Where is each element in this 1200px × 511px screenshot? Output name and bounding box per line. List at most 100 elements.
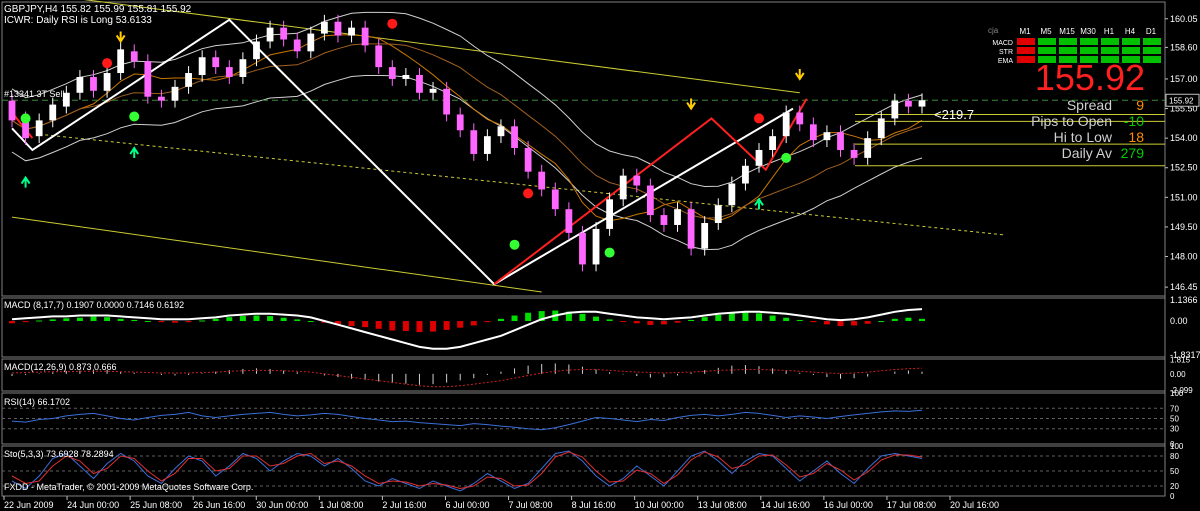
signal-cell xyxy=(1143,56,1161,63)
signal-dot xyxy=(781,152,792,163)
macd-bar xyxy=(742,312,749,322)
moving-average-slow xyxy=(11,43,923,219)
candle-body xyxy=(117,49,125,74)
price-tick-label: 158.60 xyxy=(1170,42,1198,52)
macd-bar xyxy=(783,317,790,322)
macd-bar xyxy=(9,321,15,324)
price-tick-label: 154.00 xyxy=(1170,133,1198,143)
candle-body xyxy=(266,27,274,42)
candle-body xyxy=(864,138,872,158)
macd-bar xyxy=(457,321,464,328)
candle-body xyxy=(850,149,858,158)
timeframe-label: M5 xyxy=(1040,27,1052,36)
time-tick-label: 1 Jul 08:00 xyxy=(319,500,363,510)
candle-body xyxy=(891,100,899,119)
candle-body xyxy=(782,112,790,137)
stoch-title: Sto(5,3,3) 73.6928 78.2894 xyxy=(4,449,114,459)
sell-arrow-icon xyxy=(794,68,805,81)
macd-bar xyxy=(796,319,803,322)
candle-body xyxy=(239,59,247,77)
macd-tick-label: 0.00 xyxy=(1170,316,1188,326)
macd-tick-label: 1.1366 xyxy=(1170,295,1198,305)
time-tick-label: 22 Jun 2009 xyxy=(4,500,54,510)
macd-bar xyxy=(185,321,192,323)
signal-dot xyxy=(509,239,520,250)
sell-arrow-icon xyxy=(115,31,126,44)
horizontal-levels xyxy=(2,99,1165,167)
current-price-tag xyxy=(1165,93,1200,107)
candle-body xyxy=(198,57,206,76)
candle-body xyxy=(307,33,315,52)
signal-cell xyxy=(1059,56,1077,63)
macd-bar xyxy=(538,311,545,322)
macd-bar xyxy=(76,317,83,322)
main-price-pane[interactable] xyxy=(2,0,1165,293)
macd-bar xyxy=(606,319,613,322)
stoch-tick-label: 100 xyxy=(1170,442,1184,451)
timeframe-label: M1 xyxy=(1019,27,1031,36)
candle-body xyxy=(646,185,654,216)
candle-body xyxy=(320,21,328,34)
macd-bar xyxy=(525,312,532,322)
macd-bar xyxy=(851,321,858,326)
macd-bar xyxy=(593,316,600,322)
candle-body xyxy=(388,67,396,79)
macd2-pane[interactable]: 1.815 0.00 -2.099 xyxy=(11,356,1193,396)
signal-cell xyxy=(1122,56,1140,63)
macd-bar xyxy=(144,321,151,323)
time-tick-label: 10 Jul 00:00 xyxy=(635,500,684,510)
time-tick-label: 7 Jul 08:00 xyxy=(509,500,553,510)
rsi-tick-label: 50 xyxy=(1170,415,1179,424)
stats-block: Spread 9 Pips to Open -10 Hi to Low 18 Daily A… xyxy=(1031,97,1144,161)
candle-body xyxy=(809,124,817,141)
macd-pane[interactable]: 1.1366 0.00 -1.8317 xyxy=(9,295,1200,360)
stoch-tick-label: 20 xyxy=(1170,482,1179,491)
signal-cell xyxy=(1101,56,1119,63)
macd-bar xyxy=(267,316,274,322)
macd-bar xyxy=(104,317,111,322)
price-tick-label: 148.00 xyxy=(1170,252,1198,262)
candle-body xyxy=(674,209,681,225)
moving-average-fast xyxy=(11,34,923,222)
macd-bar xyxy=(226,317,233,322)
price-tick-label: 152.50 xyxy=(1170,163,1198,173)
macd-bar xyxy=(688,319,695,322)
time-tick-label: 25 Jun 08:00 xyxy=(130,500,182,510)
signal-dot xyxy=(102,58,113,69)
signal-cell xyxy=(1059,47,1077,54)
macd2-tick-label: -2.099 xyxy=(1170,386,1193,395)
candle-body xyxy=(619,175,627,200)
candle-body xyxy=(755,149,763,166)
candle-body xyxy=(375,45,383,68)
candle-body xyxy=(823,132,831,141)
candle-body xyxy=(701,222,709,249)
price-tick-label: 157.00 xyxy=(1170,74,1198,84)
macd-signal-line xyxy=(11,308,923,350)
macd-bar xyxy=(647,321,654,325)
candle-body xyxy=(402,75,410,79)
time-tick-label: 24 Jun 00:00 xyxy=(67,500,119,510)
stat-label: Pips to Open xyxy=(1031,113,1112,129)
candle-body xyxy=(538,171,546,190)
macd-bar xyxy=(565,311,572,322)
signal-cell xyxy=(1080,38,1098,45)
time-tick-label: 20 Jul 16:00 xyxy=(950,500,999,510)
signal-cell xyxy=(1080,47,1098,54)
sell-arrow-icon xyxy=(686,98,696,111)
macd-bar xyxy=(171,321,178,323)
macd-bar xyxy=(919,318,925,322)
rsi-title: RSI(14) 66.1702 xyxy=(4,397,70,407)
signal-row-label: STR xyxy=(999,49,1013,56)
stoch-tick-label: 50 xyxy=(1170,467,1179,476)
channel-line xyxy=(83,0,800,94)
time-tick-label: 14 Jul 16:00 xyxy=(761,500,810,510)
rsi-tick-label: 70 xyxy=(1170,404,1179,413)
time-axis: 22 Jun 2009 24 Jun 00:00 25 Jun 08:00 26 Ju… xyxy=(3,496,999,510)
macd-bar xyxy=(22,321,29,323)
macd-bar xyxy=(660,321,667,325)
lower-band xyxy=(11,75,923,251)
timeframe-label: H4 xyxy=(1125,27,1136,36)
price-tick-label: 149.50 xyxy=(1170,222,1198,232)
